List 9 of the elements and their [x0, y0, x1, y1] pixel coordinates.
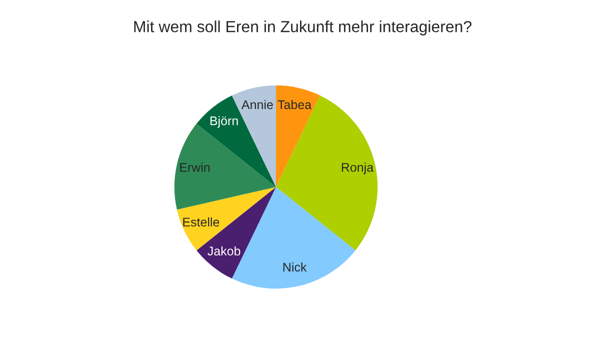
slice-label: Björn: [210, 116, 238, 128]
slice-label: Tabea: [278, 100, 312, 110]
chart-title: Mit wem soll Eren in Zukunft mehr interagieren?: [134, 20, 472, 36]
slice-label: Ronja: [342, 162, 374, 174]
slice-label: Erwin: [180, 162, 210, 172]
slice-label: Jakob: [208, 246, 240, 256]
slice-label: Estelle: [183, 217, 220, 227]
slice-label: Annie: [241, 100, 273, 110]
slice-label: Nick: [283, 262, 307, 272]
